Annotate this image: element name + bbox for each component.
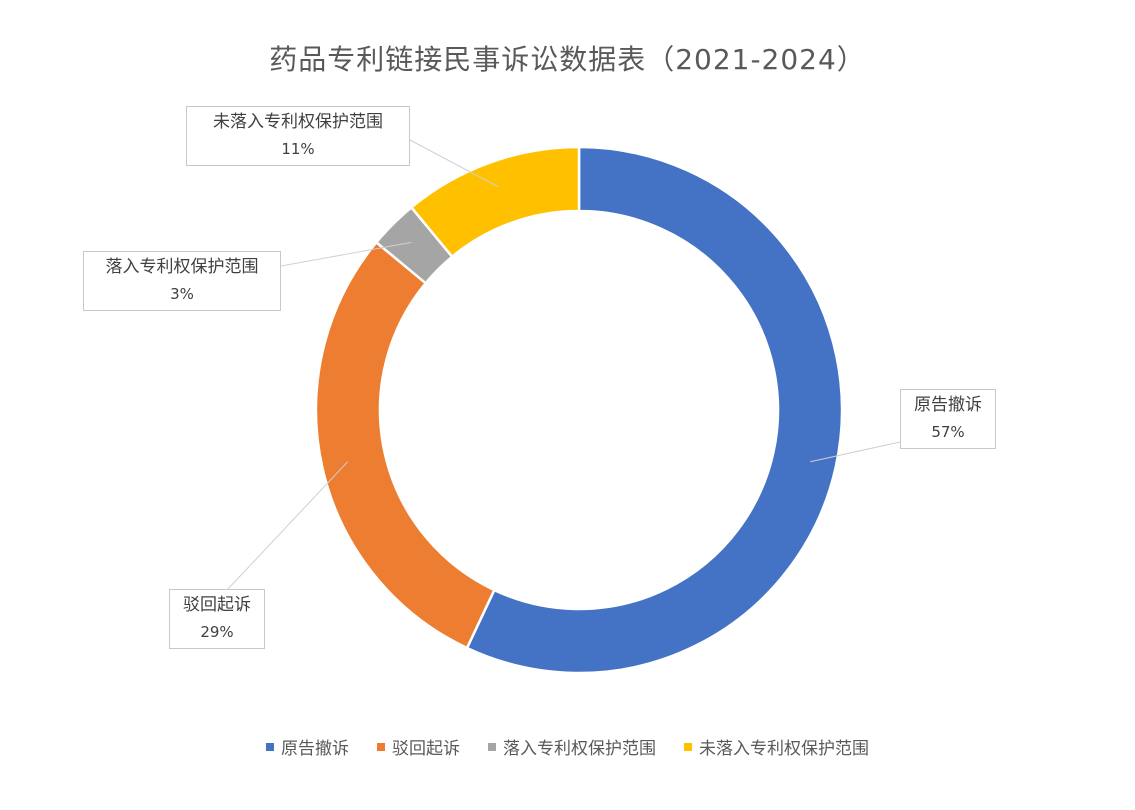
- legend-swatch: [266, 742, 274, 751]
- data-label-value: 11%: [281, 140, 315, 158]
- leader-line: [409, 139, 499, 188]
- legend-swatch: [377, 742, 385, 751]
- data-label-category: 原告撤诉: [914, 395, 982, 415]
- legend-label: 未落入专利权保护范围: [699, 739, 869, 759]
- data-label-category: 驳回起诉: [183, 595, 251, 615]
- data-label-value: 29%: [200, 623, 234, 641]
- data-label-category: 未落入专利权保护范围: [213, 112, 383, 132]
- chart-title: 药品专利链接民事诉讼数据表（2021-2024）: [269, 43, 866, 76]
- data-label-category: 落入专利权保护范围: [105, 257, 259, 277]
- data-label-non-infringing: 未落入专利权保护范围 11%: [186, 106, 410, 166]
- leader-line: [280, 241, 412, 267]
- legend-label: 驳回起诉: [392, 739, 460, 759]
- data-label-infringing: 落入专利权保护范围 3%: [83, 251, 281, 311]
- legend-label: 落入专利权保护范围: [503, 739, 656, 759]
- legend-item-dismissed[interactable]: 驳回起诉: [377, 734, 460, 759]
- data-label-plaintiff-withdrawal: 原告撤诉 57%: [900, 389, 996, 449]
- slice-plaintiff-withdrawal[interactable]: [465, 145, 844, 675]
- slice-dismissed[interactable]: [314, 240, 496, 650]
- chart-legend: 原告撤诉 驳回起诉 落入专利权保护范围 未落入专利权保护范围: [0, 734, 1135, 759]
- leader-line: [810, 441, 901, 463]
- legend-swatch: [684, 742, 692, 751]
- legend-swatch: [488, 742, 496, 751]
- legend-label: 原告撤诉: [281, 739, 349, 759]
- legend-item-non-infringing[interactable]: 未落入专利权保护范围: [684, 734, 869, 759]
- legend-item-infringing[interactable]: 落入专利权保护范围: [488, 734, 656, 759]
- leader-line: [227, 461, 349, 590]
- data-label-value: 3%: [170, 285, 194, 303]
- slice-non-infringing[interactable]: [409, 145, 581, 259]
- legend-item-plaintiff-withdrawal[interactable]: 原告撤诉: [266, 734, 349, 759]
- data-label-value: 57%: [931, 423, 965, 441]
- data-label-dismissed: 驳回起诉 29%: [169, 589, 265, 649]
